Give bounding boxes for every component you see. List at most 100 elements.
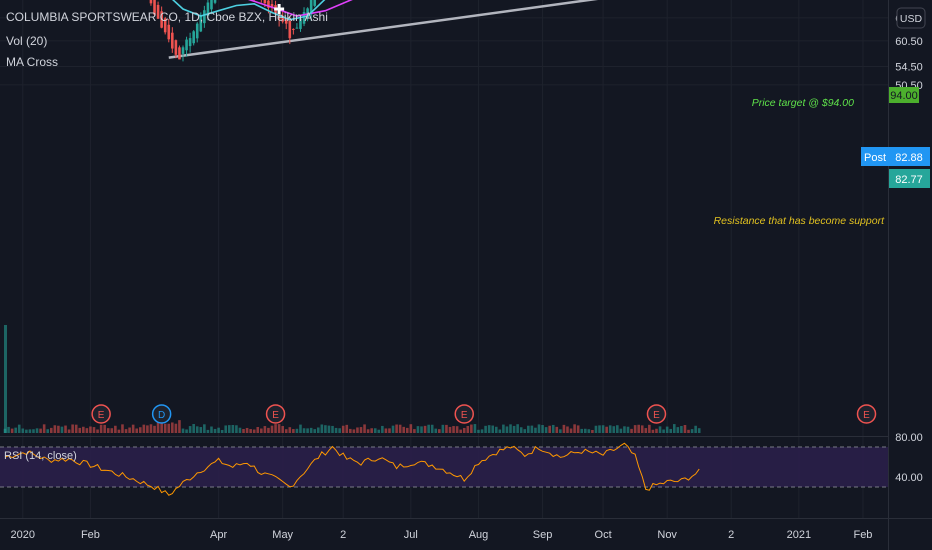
volume-bar: [626, 426, 630, 433]
volume-bar: [388, 428, 391, 433]
volume-bar: [306, 428, 309, 433]
candle-body: [199, 15, 203, 32]
volume-bar: [313, 429, 317, 433]
time-tick-label: Feb: [81, 529, 100, 541]
candle-body: [206, 2, 210, 16]
volume-bar: [46, 429, 50, 433]
volume-bar: [680, 426, 683, 433]
volume-bar: [106, 428, 110, 433]
volume-bar: [566, 426, 569, 433]
volume-bar: [591, 429, 594, 433]
volume-bar: [96, 429, 99, 433]
volume-bar: [502, 424, 505, 433]
volume-bar: [505, 426, 509, 433]
volume-bar: [672, 424, 676, 433]
volume-bar: [114, 425, 117, 433]
candle-body: [195, 23, 199, 39]
volume-bar: [413, 429, 416, 433]
volume-bar: [78, 427, 82, 433]
time-tick-label: Oct: [595, 529, 612, 541]
volume-bar: [648, 424, 651, 433]
volume-bar: [74, 424, 78, 433]
ma-cross-indicator-label[interactable]: MA Cross: [6, 55, 59, 69]
price-target-annotation: Price target @ $94.00: [752, 97, 854, 109]
volume-bar: [491, 425, 495, 433]
earnings-marker-label: E: [98, 410, 105, 421]
candle-body: [167, 24, 171, 40]
volume-bar: [21, 428, 25, 433]
volume-bar: [370, 428, 373, 433]
time-tick-label: May: [272, 529, 293, 541]
volume-bar: [697, 428, 701, 433]
price-tick-label: 54.50: [895, 61, 923, 73]
ma-cross-marker: [274, 3, 285, 14]
volume-bar: [509, 424, 512, 433]
moving-averages: [171, 0, 353, 21]
volume-bar: [57, 425, 60, 433]
candle-body: [149, 0, 153, 4]
volume-bar: [587, 429, 591, 433]
time-tick-label: 2: [340, 529, 346, 541]
volume-bar: [185, 429, 188, 433]
volume-bar: [260, 428, 263, 433]
volume-bar: [430, 424, 434, 433]
volume-bar: [316, 427, 320, 433]
rsi-line: [4, 442, 700, 496]
ma-slow-line: [247, 0, 353, 17]
dividend-marker-label: D: [158, 410, 165, 421]
rsi-label: RSI (14, close): [4, 450, 77, 462]
volume-bar: [284, 429, 288, 433]
volume-bar: [277, 424, 281, 433]
trend-lines: [168, 0, 599, 59]
time-tick-label: Feb: [853, 529, 872, 541]
earnings-marker-label: E: [653, 410, 660, 421]
volume-bar: [398, 424, 402, 433]
candle-body: [188, 38, 192, 47]
volume-bar: [630, 428, 633, 433]
candle-body: [181, 47, 185, 54]
volume-bar: [644, 428, 648, 433]
candle-body: [263, 0, 267, 4]
volume-bar: [562, 424, 566, 433]
volume-bar: [32, 429, 35, 433]
volume-bar: [676, 427, 680, 433]
volume-bar: [235, 425, 238, 433]
volume-bar: [270, 425, 274, 433]
volume-bar: [128, 427, 131, 433]
volume-bar: [594, 425, 598, 433]
volume-bar: [292, 429, 295, 433]
candle-body: [270, 4, 274, 8]
volume-bar: [14, 427, 17, 433]
volume-bar: [35, 428, 39, 433]
volume-bar: [224, 425, 228, 433]
volume-bar: [110, 428, 114, 433]
volume-bar: [569, 428, 573, 433]
volume-bar: [309, 427, 313, 433]
volume-bar: [220, 429, 224, 433]
volume-bar: [470, 424, 473, 433]
volume-bar: [683, 424, 687, 433]
volume-bar: [381, 425, 384, 433]
last-price-badge-label: 82.77: [895, 174, 923, 186]
volume-bar: [601, 425, 605, 433]
volume-bar: [448, 426, 452, 433]
volume-bar: [576, 425, 580, 433]
volume-bar: [341, 425, 345, 433]
volume-bar: [480, 429, 484, 433]
volume-bar: [694, 425, 697, 433]
volume-bar: [302, 428, 306, 433]
candle-body: [160, 11, 163, 28]
currency-button[interactable]: [896, 7, 926, 29]
symbol-title: COLUMBIA SPORTSWEAR CO, 1D, Cboe BZX, He…: [6, 10, 328, 24]
volume-bar: [7, 426, 10, 433]
volume-indicator-label[interactable]: Vol (20): [6, 34, 48, 48]
volume-bar: [135, 428, 139, 433]
volume-bar: [199, 427, 203, 433]
volume-bar: [213, 428, 217, 433]
volume-bar: [427, 424, 430, 433]
volume-bar: [249, 429, 252, 433]
candle-body: [213, 0, 217, 3]
candle-body: [185, 39, 188, 51]
volume-bar: [167, 423, 171, 433]
